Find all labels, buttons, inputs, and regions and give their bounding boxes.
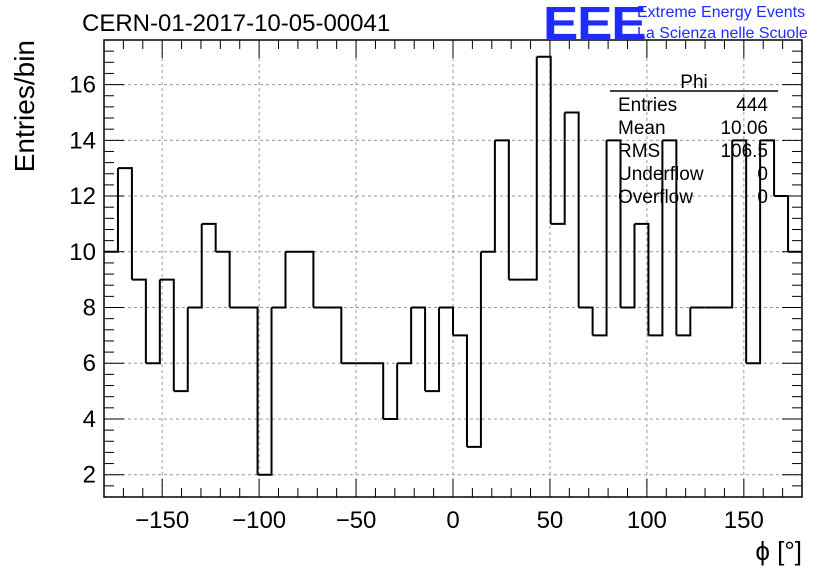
y-tick-label: 4 bbox=[83, 406, 96, 433]
eee-logo: EEE bbox=[543, 0, 647, 49]
y-tick-label: 2 bbox=[83, 462, 96, 489]
histogram-bin bbox=[536, 55, 552, 224]
plot-frame bbox=[103, 39, 803, 498]
stats-row-label: RMS bbox=[618, 141, 660, 162]
stats-row-value: 106.5 bbox=[720, 141, 768, 162]
y-axis-label: Entries/bin bbox=[9, 40, 40, 172]
stats-row-label: Entries bbox=[618, 95, 677, 116]
logo-line-2: La Scienza nelle Scuole bbox=[637, 25, 808, 42]
histogram-bin bbox=[369, 362, 385, 419]
histogram-bin bbox=[411, 306, 427, 392]
histogram-bin bbox=[774, 195, 790, 252]
stats-row-label: Underflow bbox=[618, 164, 704, 185]
y-tick-label: 6 bbox=[83, 350, 96, 377]
histogram-bin bbox=[159, 278, 175, 392]
histogram-bin bbox=[620, 223, 636, 309]
plot-title: CERN-01-2017-10-05-00041 bbox=[82, 10, 391, 37]
histogram-bin bbox=[494, 139, 510, 280]
y-tick-label: 14 bbox=[69, 127, 96, 154]
histogram-bin bbox=[271, 251, 287, 309]
stats-box-title: Phi bbox=[680, 72, 707, 93]
x-tick-label: 50 bbox=[537, 507, 564, 534]
histogram-bin bbox=[760, 139, 776, 197]
histogram-bin bbox=[676, 307, 692, 337]
y-tick-label: 16 bbox=[69, 72, 96, 99]
histogram-bin bbox=[425, 307, 441, 393]
histogram-bin bbox=[117, 167, 133, 280]
histogram-bin bbox=[104, 168, 119, 253]
histogram-bin bbox=[327, 306, 343, 364]
y-tick-label: 8 bbox=[83, 295, 96, 322]
x-tick-label: −100 bbox=[232, 507, 286, 534]
histogram-bin bbox=[550, 112, 566, 225]
histogram-bin bbox=[215, 250, 231, 308]
histogram-bin bbox=[439, 306, 454, 336]
histogram-bin bbox=[187, 223, 203, 309]
x-tick-label: −150 bbox=[135, 507, 189, 534]
histogram-bin bbox=[592, 140, 608, 337]
stats-row-value: 0 bbox=[757, 187, 768, 208]
x-tick-label: 100 bbox=[627, 507, 667, 534]
x-tick-label: 150 bbox=[724, 507, 764, 534]
stats-row-label: Mean bbox=[618, 118, 666, 139]
stats-row-value: 10.06 bbox=[720, 118, 768, 139]
histogram-bin bbox=[131, 278, 147, 364]
stats-row-value: 444 bbox=[736, 95, 768, 116]
x-axis-label: ϕ [°] bbox=[755, 536, 802, 566]
stats-row-label: Overflow bbox=[618, 187, 693, 208]
histogram-bin bbox=[466, 251, 482, 448]
histogram-bin bbox=[606, 139, 622, 308]
histogram-bin bbox=[718, 140, 734, 309]
histogram-bin bbox=[201, 222, 217, 252]
x-tick-label: −50 bbox=[336, 507, 377, 534]
stats-row-value: 0 bbox=[757, 164, 768, 185]
histogram-bin bbox=[732, 139, 748, 364]
histogram-bin bbox=[480, 140, 496, 253]
histogram-bin bbox=[383, 363, 399, 420]
histogram-bin bbox=[145, 279, 161, 365]
histogram-bin bbox=[243, 306, 259, 475]
histogram-bin bbox=[662, 139, 678, 336]
y-tick-label: 12 bbox=[69, 183, 96, 210]
histogram-bin bbox=[746, 140, 762, 365]
x-tick-label: 0 bbox=[446, 507, 459, 534]
histogram-bin bbox=[578, 306, 594, 336]
histogram-bin bbox=[453, 334, 468, 447]
y-tick-label: 10 bbox=[69, 239, 96, 266]
histogram-bin bbox=[564, 111, 580, 308]
histogram-bin bbox=[522, 56, 538, 281]
logo-line-1: Extreme Energy Events bbox=[637, 4, 806, 21]
histogram-bin bbox=[648, 140, 664, 337]
histogram-bin bbox=[299, 250, 315, 308]
histogram-bin bbox=[397, 307, 413, 365]
histogram-bin bbox=[634, 222, 650, 336]
histogram-bin bbox=[173, 307, 189, 393]
histogram-bin bbox=[257, 307, 273, 476]
